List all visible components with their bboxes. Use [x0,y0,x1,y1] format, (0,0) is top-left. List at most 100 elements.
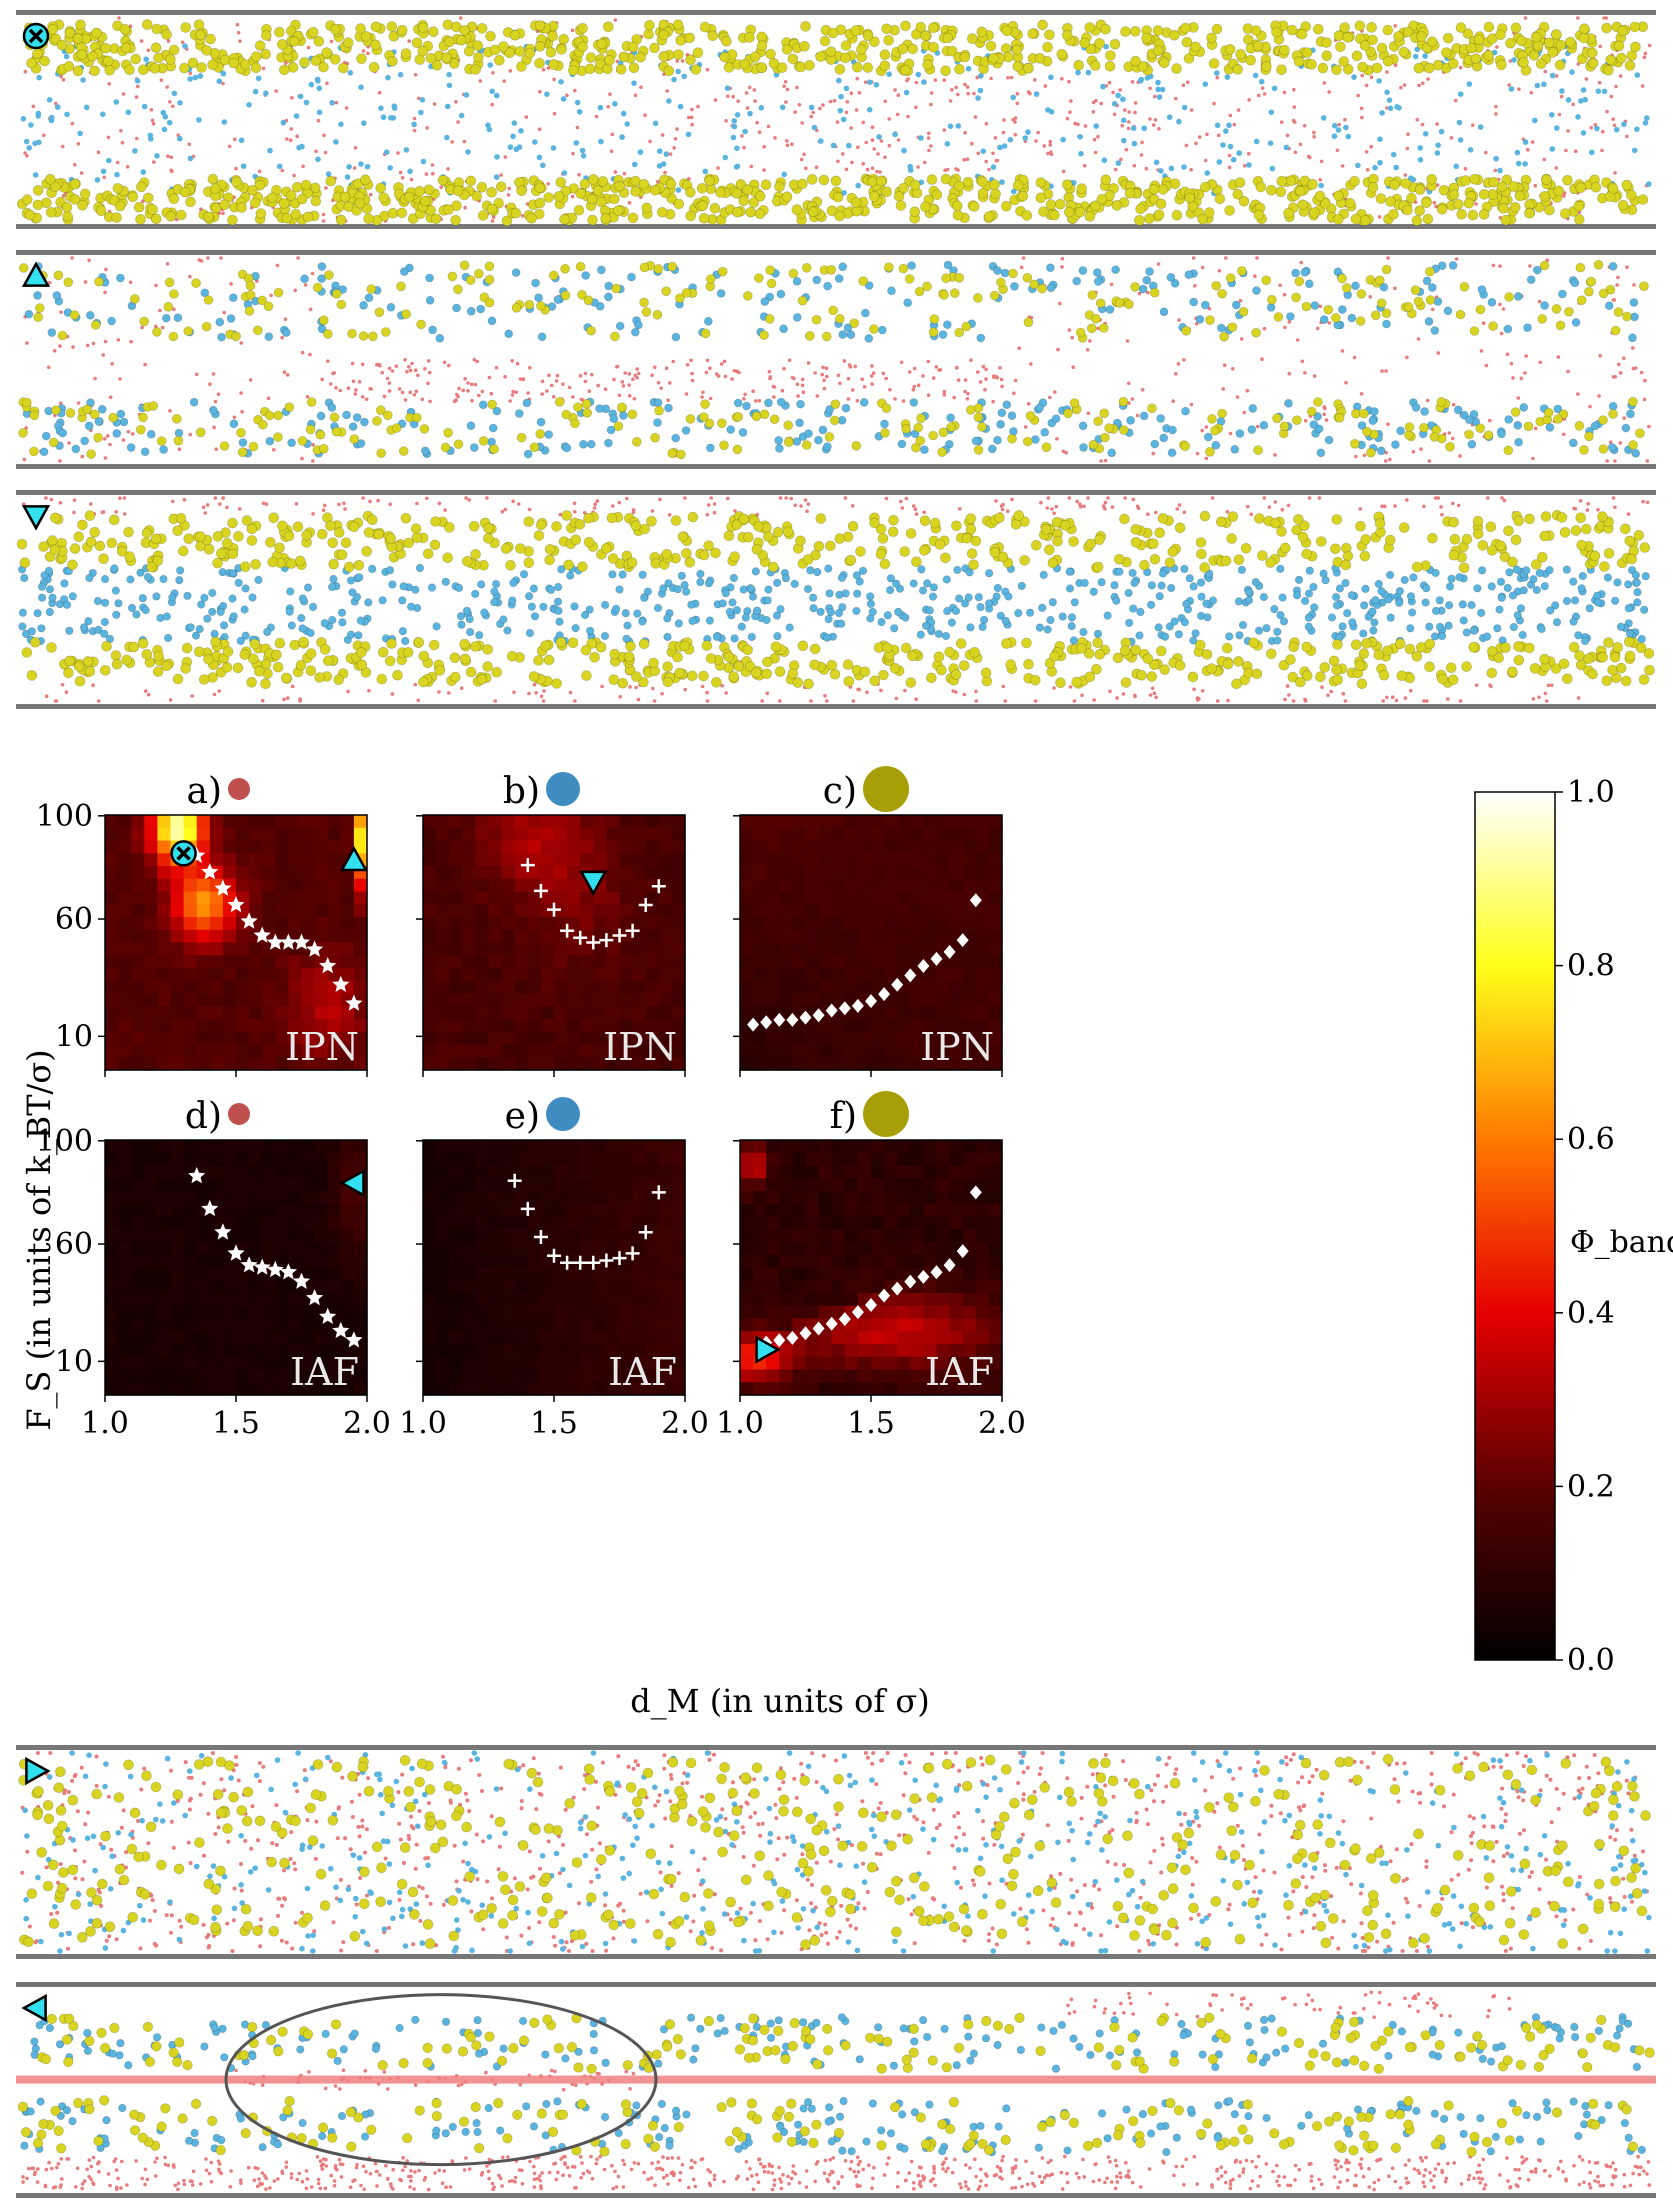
wall [16,250,1656,255]
panel-label: a) [186,771,222,812]
particle-icon [228,1103,250,1125]
diamond-point [878,1288,891,1303]
highlight-ellipse [224,1993,658,2167]
x-tick-label: 2.0 [978,1406,1026,1441]
star-point [188,1167,206,1184]
colorbar-tick: 1.0 [1567,775,1615,810]
star-point [306,940,324,957]
star-point [345,994,363,1011]
panel-f: f) IAF 1.0 1.5 2.0 [716,1091,1026,1441]
band-line [16,2075,1656,2084]
plus-point [625,923,640,938]
star-point [306,1289,324,1306]
star-point [201,1199,219,1217]
diamond-point [851,998,864,1013]
triangle-right-marker [755,1335,781,1364]
star-point [292,933,311,950]
diamond-point [943,944,956,959]
plus-point [533,883,548,898]
system-label: IAF [290,1350,359,1394]
diamond-point [799,1010,812,1025]
colorbar-tick: 0.2 [1567,1469,1615,1504]
diamond-point [773,1012,786,1027]
diamond-point [943,1258,956,1273]
wall [16,10,1656,15]
heatmap-figure: a) IPN 10 60 100 b) IPN c) IPN d) IAF 1.0 1.5 2.0 10 60… [20,766,1673,1720]
panel-a: a) IPN 10 60 100 [36,771,369,1077]
star-point [319,1307,337,1324]
star-point [214,879,232,896]
colorbar-tick: 0.6 [1567,1122,1615,1157]
star-point [240,1256,258,1273]
diamond-point [812,1321,825,1336]
x-tick-label: 1.0 [716,1406,764,1441]
diamond-point [838,1001,851,1016]
triangle-down-marker [21,505,51,531]
diamond-point [786,1012,799,1027]
system-label: IPN [603,1025,677,1069]
diamond-point [930,951,943,966]
wall [16,704,1656,709]
triangle-up-marker [339,845,369,872]
star-point [279,933,297,950]
wall [16,490,1656,495]
diamond-point [865,994,877,1009]
diamond-point [969,1185,982,1200]
star-point [240,912,258,929]
triangle-up-marker [21,261,51,287]
diamond-point [812,1008,825,1023]
cross-marker [22,22,50,50]
star-point [332,1321,350,1339]
particle-icon [863,1091,909,1137]
diamond-point [786,1330,799,1345]
panel-label: e) [505,1096,540,1137]
plus-point [533,1230,548,1245]
triangle-left-marker [339,1168,365,1198]
diamond-point [865,1298,877,1313]
star-point [292,1272,311,1289]
diamond-point [838,1312,851,1327]
system-label: IPN [285,1025,359,1069]
panel-e: e) IAF 1.0 1.5 2.0 [399,1096,709,1441]
wall [16,2193,1656,2198]
plus-point [547,902,561,917]
diamond-point [851,1305,864,1320]
colorbar-label: Φ_band [1570,1225,1673,1260]
diamond-point [799,1326,812,1341]
star-point [253,926,271,943]
diamond-point [878,987,891,1002]
star-point [345,1331,363,1348]
diamond-point [917,958,930,973]
star-point [279,1263,297,1280]
star-point [227,896,245,913]
x-tick-label: 2.0 [661,1406,709,1441]
plus-point [586,935,601,950]
diamond-point [825,1316,838,1331]
diamond-point [930,1265,943,1280]
wall [16,1954,1656,1959]
particle-icon [546,1097,580,1131]
star-point [201,863,219,880]
panel-b: b) IPN [416,771,686,1077]
wall [16,1982,1656,1987]
diamond-point [760,1015,773,1030]
triangle-down-marker [579,870,608,897]
star-point [253,1258,271,1275]
diamond-point [773,1333,786,1348]
triangle-left-marker [21,1993,47,2023]
plus-point [586,1255,601,1270]
plus-point [638,897,653,912]
x-tick-label: 1.0 [81,1406,129,1441]
plus-point [599,1253,614,1268]
y-tick-label: 10 [55,1344,93,1379]
particle-icon [228,778,250,800]
plus-point [520,858,535,873]
y-tick-label: 10 [55,1019,93,1054]
triangle-right-marker [25,1756,51,1786]
diamond-point [825,1003,838,1018]
x-tick-label: 2.0 [343,1406,391,1441]
panel-c: c) IPN [733,766,1003,1077]
snapshot-triangle-left [16,1972,1656,2204]
plus-point [560,923,575,938]
panel-label: f) [830,1096,857,1137]
